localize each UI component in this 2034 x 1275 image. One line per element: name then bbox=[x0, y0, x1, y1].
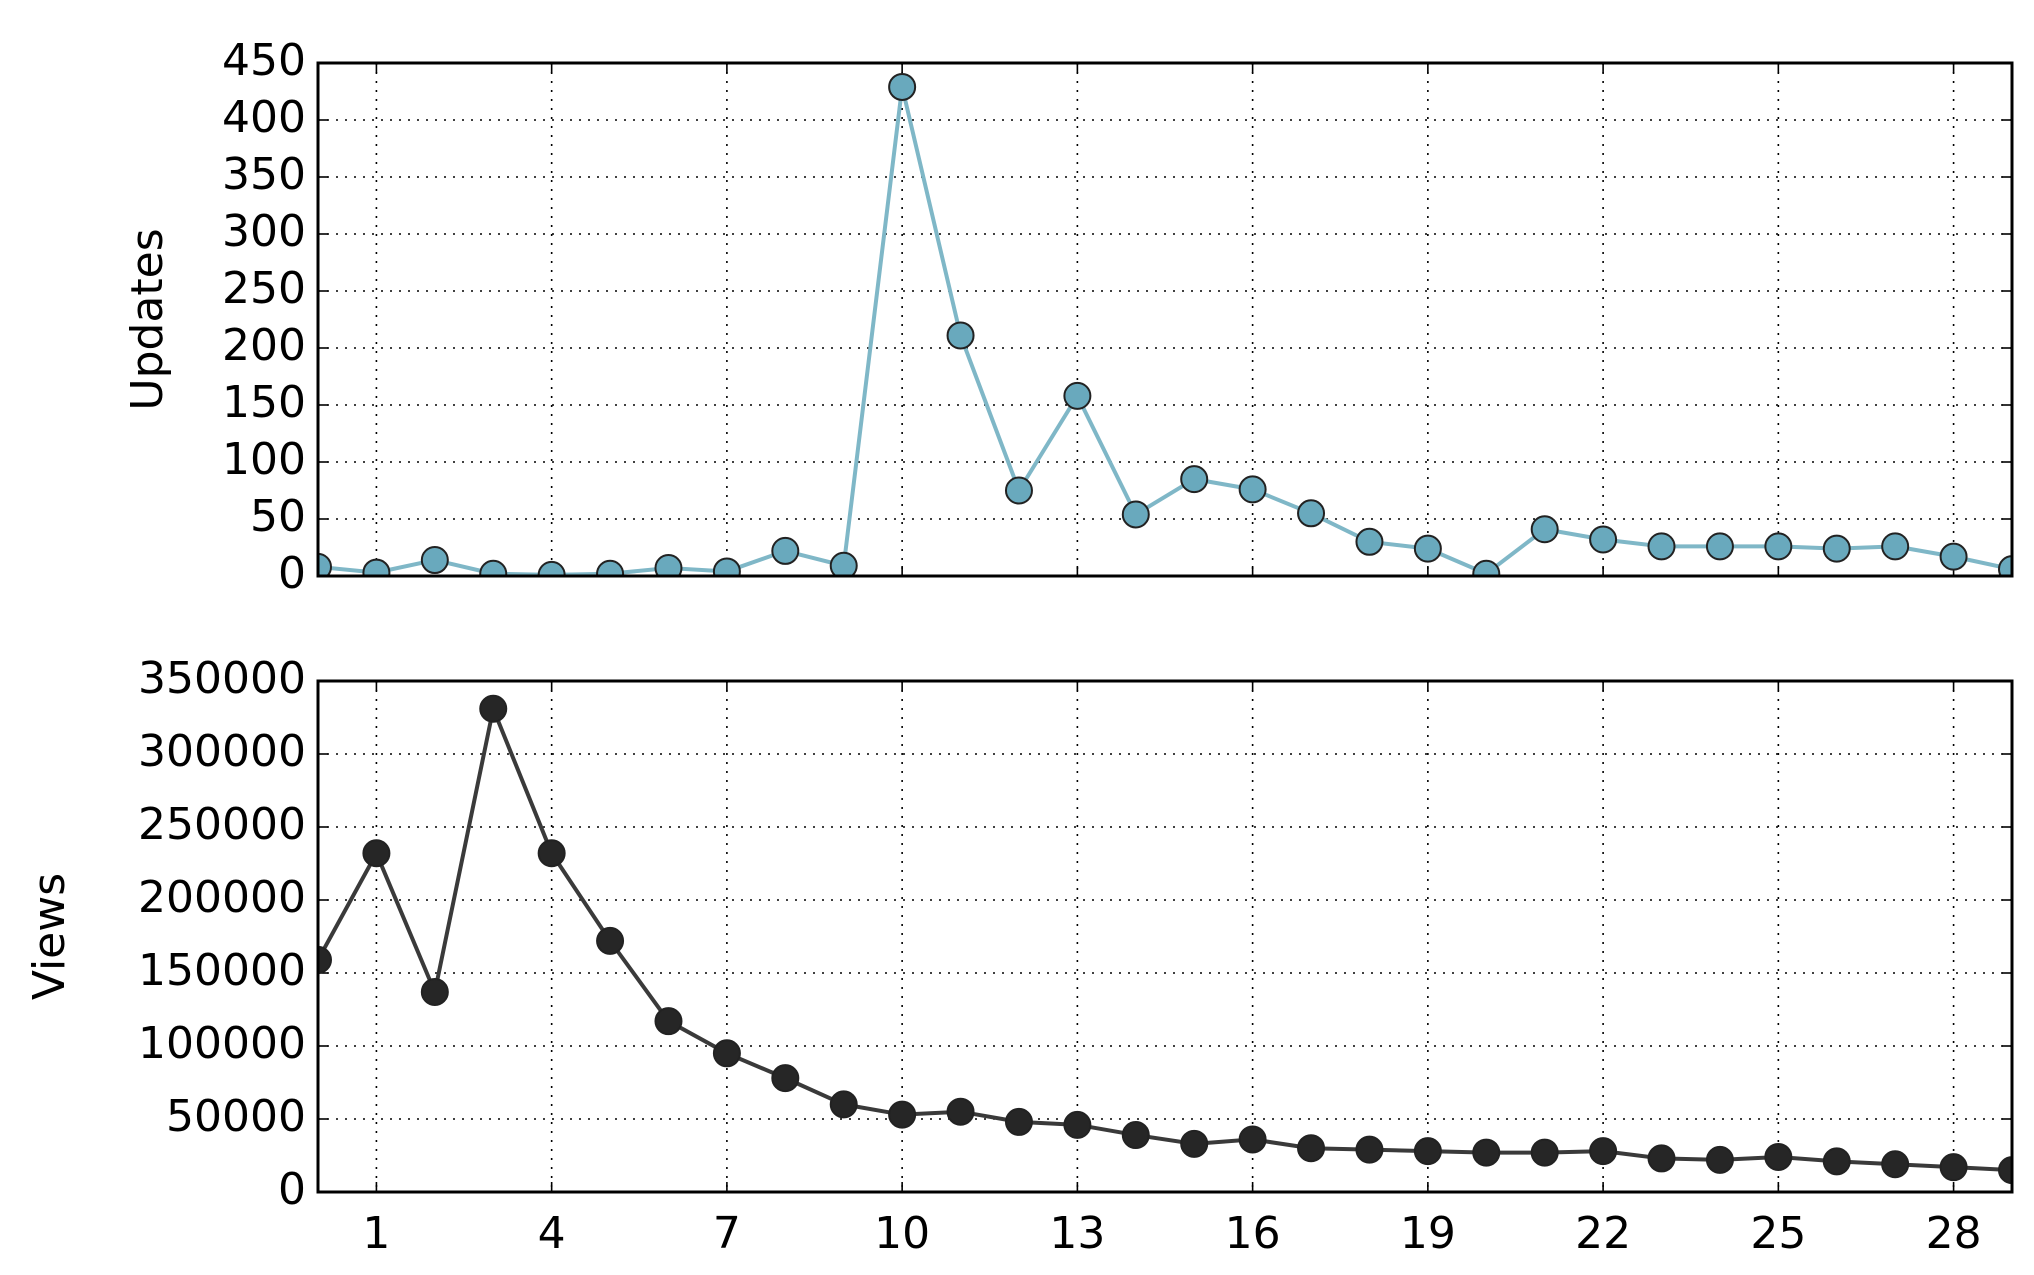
data-point bbox=[420, 546, 449, 575]
y-tick-label: 350 bbox=[222, 149, 306, 200]
data-point bbox=[596, 926, 625, 955]
data-point bbox=[537, 839, 566, 868]
data-point bbox=[1472, 1138, 1501, 1167]
data-point bbox=[1530, 1138, 1559, 1167]
data-point bbox=[1413, 534, 1442, 563]
data-point bbox=[888, 1100, 917, 1129]
plot-area bbox=[318, 694, 2012, 1185]
y-tick-label: 450 bbox=[222, 35, 306, 86]
x-tick-label: 10 bbox=[874, 1208, 930, 1259]
plot-area bbox=[318, 72, 2012, 576]
y-tick-label: 300 bbox=[222, 206, 306, 257]
series-line bbox=[318, 86, 2012, 576]
data-point bbox=[1121, 500, 1150, 529]
x-tick-label: 4 bbox=[538, 1208, 566, 1259]
x-tick-label: 25 bbox=[1750, 1208, 1806, 1259]
data-point bbox=[771, 536, 800, 565]
y-tick-label: 0 bbox=[278, 1164, 306, 1215]
x-tick-label: 22 bbox=[1575, 1208, 1631, 1259]
data-point bbox=[318, 945, 332, 974]
data-point bbox=[318, 552, 332, 576]
data-point bbox=[1998, 1156, 2012, 1185]
y-tick-label: 150 bbox=[222, 377, 306, 428]
y-tick-label: 150000 bbox=[138, 945, 306, 996]
data-point bbox=[1939, 542, 1968, 571]
x-tick-label: 13 bbox=[1049, 1208, 1105, 1259]
data-point bbox=[1881, 532, 1910, 561]
data-point bbox=[829, 1090, 858, 1119]
y-tick-label: 50 bbox=[250, 491, 306, 542]
data-point bbox=[712, 1039, 741, 1068]
y-tick-label: 300000 bbox=[138, 726, 306, 777]
axes-frame bbox=[316, 679, 2014, 1194]
data-point bbox=[1939, 1153, 1968, 1182]
data-point bbox=[1004, 1107, 1033, 1136]
y-tick-label: 200000 bbox=[138, 872, 306, 923]
data-point bbox=[362, 839, 391, 868]
data-point bbox=[946, 1097, 975, 1126]
data-point bbox=[1355, 1135, 1384, 1164]
y-tick-label: 250 bbox=[222, 263, 306, 314]
data-point bbox=[654, 1007, 683, 1036]
data-point bbox=[771, 1064, 800, 1093]
data-point bbox=[479, 694, 508, 723]
data-point bbox=[1121, 1121, 1150, 1150]
data-point bbox=[1180, 1129, 1209, 1158]
axes-frame bbox=[316, 61, 2014, 578]
data-point bbox=[829, 551, 858, 576]
data-point bbox=[479, 559, 508, 576]
data-point bbox=[946, 321, 975, 350]
y-tick-label: 100 bbox=[222, 434, 306, 485]
data-point bbox=[1589, 525, 1618, 554]
data-point bbox=[1998, 555, 2012, 576]
y-axis-label: Updates bbox=[122, 228, 173, 410]
x-tick-label: 7 bbox=[713, 1208, 741, 1259]
series-line bbox=[318, 701, 2012, 1173]
data-point bbox=[1413, 1137, 1442, 1166]
data-point bbox=[654, 554, 683, 576]
y-tick-label: 350000 bbox=[138, 653, 306, 704]
data-point bbox=[1355, 527, 1384, 556]
y-tick-label: 100000 bbox=[138, 1018, 306, 1069]
data-point bbox=[1881, 1150, 1910, 1179]
data-point bbox=[420, 977, 449, 1006]
x-tick-label: 16 bbox=[1225, 1208, 1281, 1259]
x-tick-label: 19 bbox=[1400, 1208, 1456, 1259]
x-tick-label: 28 bbox=[1926, 1208, 1982, 1259]
data-point bbox=[362, 558, 391, 576]
data-point bbox=[1705, 1145, 1734, 1174]
data-point bbox=[1589, 1137, 1618, 1166]
data-point bbox=[1822, 1147, 1851, 1176]
data-point bbox=[1764, 1142, 1793, 1171]
data-point bbox=[1063, 381, 1092, 410]
data-point bbox=[1472, 559, 1501, 576]
data-point bbox=[1238, 475, 1267, 504]
data-point bbox=[1530, 515, 1559, 544]
x-tick-label: 1 bbox=[362, 1208, 390, 1259]
data-point bbox=[1297, 1134, 1326, 1163]
data-point bbox=[1297, 499, 1326, 528]
y-axis-label: Views bbox=[24, 873, 75, 1000]
data-point bbox=[1063, 1110, 1092, 1139]
data-point bbox=[1238, 1125, 1267, 1154]
data-point bbox=[1705, 532, 1734, 561]
data-point bbox=[888, 72, 917, 101]
y-tick-label: 200 bbox=[222, 320, 306, 371]
y-tick-label: 400 bbox=[222, 92, 306, 143]
y-tick-label: 0 bbox=[278, 548, 306, 599]
data-point bbox=[1647, 1144, 1676, 1173]
data-point bbox=[1004, 476, 1033, 505]
data-point bbox=[1647, 532, 1676, 561]
data-point bbox=[596, 559, 625, 576]
data-point bbox=[1180, 465, 1209, 494]
data-point bbox=[1764, 532, 1793, 561]
data-point bbox=[1822, 534, 1851, 563]
data-point bbox=[712, 557, 741, 576]
y-tick-label: 50000 bbox=[166, 1091, 306, 1142]
y-tick-label: 250000 bbox=[138, 799, 306, 850]
